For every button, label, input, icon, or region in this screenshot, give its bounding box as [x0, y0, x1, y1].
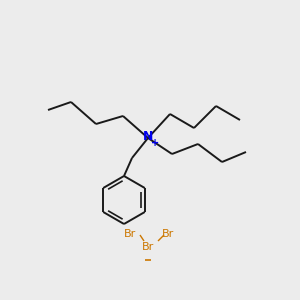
Text: Br: Br	[162, 229, 174, 239]
Text: Br: Br	[124, 229, 136, 239]
Text: Br: Br	[142, 242, 154, 252]
Text: +: +	[151, 138, 159, 148]
Text: N: N	[143, 130, 153, 142]
